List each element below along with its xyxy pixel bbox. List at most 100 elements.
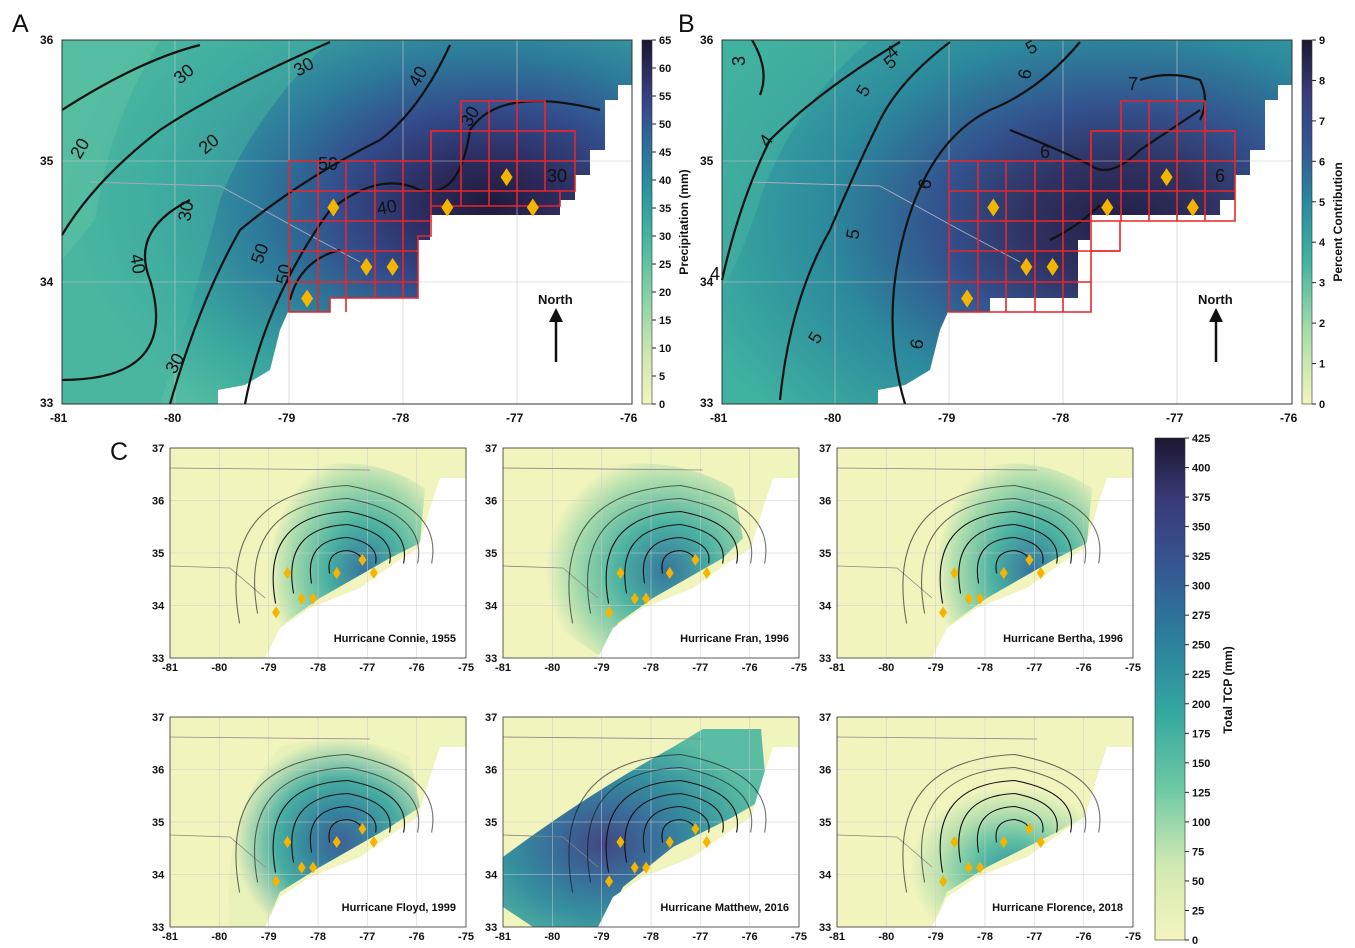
y-tick: 33 bbox=[485, 922, 497, 934]
station-marker bbox=[500, 168, 513, 187]
x-tick: -77 bbox=[1026, 662, 1042, 674]
station-marker bbox=[358, 553, 367, 566]
colorbar-tick-label: 3 bbox=[1319, 278, 1325, 290]
colorbar-tick-label: 50 bbox=[1192, 876, 1204, 888]
station-marker bbox=[939, 875, 948, 888]
x-tick: -78 bbox=[643, 931, 659, 943]
y-tick: 34 bbox=[485, 601, 498, 613]
x-tick: -77 bbox=[359, 662, 375, 674]
hurricane-title: Hurricane Floyd, 1999 bbox=[342, 902, 456, 914]
colorbar-tick-label: 100 bbox=[1192, 817, 1210, 829]
y-tick: 35 bbox=[485, 817, 497, 829]
svg-text:-78: -78 bbox=[392, 411, 410, 425]
x-tick: -78 bbox=[310, 662, 326, 674]
svg-text:North: North bbox=[538, 292, 573, 307]
y-tick: 36 bbox=[485, 765, 497, 777]
svg-text:30: 30 bbox=[547, 166, 567, 186]
svg-text:33: 33 bbox=[40, 396, 54, 410]
x-tick: -75 bbox=[458, 662, 474, 674]
y-tick: 37 bbox=[485, 712, 497, 724]
station-marker bbox=[702, 835, 711, 848]
svg-text:-76: -76 bbox=[1280, 411, 1298, 425]
colorbar-tick-label: 425 bbox=[1192, 433, 1210, 445]
station-marker bbox=[386, 257, 399, 276]
x-tick: -76 bbox=[1076, 931, 1092, 943]
station-marker bbox=[605, 875, 614, 888]
station-marker bbox=[283, 566, 292, 579]
panel-a-map: 20 30 20 30 30 40 40 50 50 30 40 50 30 3… bbox=[40, 33, 638, 425]
colorbar-tick-label: 8 bbox=[1319, 75, 1325, 87]
station-marker bbox=[642, 592, 651, 605]
svg-text:North: North bbox=[1198, 292, 1233, 307]
hurricane-map: Hurricane Florence, 2018 -81 -80 -79 -78 -77 -… bbox=[819, 712, 1141, 943]
hurricane-map: Hurricane Connie, 1955 -81 -80 -79 -78 -77 -76… bbox=[152, 443, 474, 674]
x-tick: -78 bbox=[310, 931, 326, 943]
x-tick: -75 bbox=[1125, 931, 1141, 943]
y-tick: 37 bbox=[152, 443, 164, 455]
colorbar-tick-label: 5 bbox=[659, 371, 665, 383]
svg-text:-78: -78 bbox=[1052, 411, 1070, 425]
x-tick: -80 bbox=[878, 662, 894, 674]
colorbar-tick-label: 350 bbox=[1192, 522, 1210, 534]
x-tick: -81 bbox=[495, 931, 511, 943]
station-marker bbox=[702, 566, 711, 579]
svg-text:6: 6 bbox=[906, 337, 927, 350]
svg-text:35: 35 bbox=[700, 154, 714, 168]
svg-text:3: 3 bbox=[729, 56, 749, 66]
colorbar-tick-label: 7 bbox=[1319, 116, 1325, 128]
x-tick: -81 bbox=[829, 931, 845, 943]
panel-b-y-ticks: 36 35 34 33 bbox=[700, 33, 714, 410]
x-tick: -75 bbox=[791, 931, 807, 943]
x-tick: -76 bbox=[409, 931, 425, 943]
panel-a-grid-boxes bbox=[288, 100, 576, 313]
colorbar-tick-label: 5 bbox=[1319, 197, 1325, 209]
panel-a-y-ticks: 36 35 34 33 bbox=[40, 33, 54, 410]
station-marker bbox=[441, 198, 454, 217]
colorbar-tick-label: 40 bbox=[659, 175, 671, 187]
y-tick: 36 bbox=[152, 496, 164, 508]
station-marker bbox=[665, 835, 674, 848]
station-marker bbox=[1036, 566, 1045, 579]
y-tick: 37 bbox=[485, 443, 497, 455]
svg-text:34: 34 bbox=[700, 275, 714, 289]
svg-text:Percent Contribution: Percent Contribution bbox=[1331, 162, 1345, 281]
hurricane-map: Hurricane Bertha, 1996 -81 -80 -79 -78 -77 -76… bbox=[819, 443, 1141, 674]
colorbar-b: 0 1 2 3 4 5 6 7 8 9 Percent Contribution bbox=[1301, 35, 1345, 411]
svg-text:Total TCP (mm): Total TCP (mm) bbox=[1221, 646, 1235, 734]
station-marker bbox=[987, 198, 1000, 217]
x-tick: -81 bbox=[495, 662, 511, 674]
station-marker bbox=[1186, 198, 1199, 217]
x-tick: -75 bbox=[458, 931, 474, 943]
station-marker bbox=[360, 257, 373, 276]
x-tick: -77 bbox=[359, 931, 375, 943]
colorbar-tick-label: 0 bbox=[1319, 399, 1325, 411]
svg-text:5: 5 bbox=[842, 227, 863, 240]
panel-label-a: A bbox=[12, 10, 29, 38]
x-tick: -77 bbox=[692, 931, 708, 943]
station-marker bbox=[976, 861, 985, 874]
station-marker bbox=[961, 289, 974, 308]
hurricane-map: Hurricane Matthew, 2016 -81 -80 -79 -78 -77 -7… bbox=[485, 712, 807, 943]
station-marker bbox=[691, 822, 700, 835]
hurricane-title: Hurricane Connie, 1955 bbox=[334, 633, 456, 645]
colorbar-tick-label: 50 bbox=[659, 119, 671, 131]
svg-text:-79: -79 bbox=[938, 411, 956, 425]
panel-b-ocean bbox=[878, 40, 1292, 404]
y-tick: 33 bbox=[152, 922, 164, 934]
station-marker bbox=[1025, 822, 1034, 835]
panel-b-map: 3 4 5 4 5 5 6 6 7 6 6 5 4 5 6 North bbox=[700, 33, 1298, 425]
y-tick: 34 bbox=[152, 601, 165, 613]
y-tick: 35 bbox=[152, 817, 164, 829]
colorbar-tick-label: 25 bbox=[1192, 905, 1204, 917]
svg-text:6: 6 bbox=[1040, 142, 1050, 162]
station-marker bbox=[950, 566, 959, 579]
colorbar-tick-label: 4 bbox=[1319, 237, 1326, 249]
colorbar-tick-label: 45 bbox=[659, 147, 671, 159]
x-tick: -78 bbox=[977, 662, 993, 674]
hurricane-map: Hurricane Floyd, 1999 -81 -80 -79 -78 -77 -76 -… bbox=[152, 712, 474, 943]
svg-text:40: 40 bbox=[126, 252, 149, 275]
north-arrow-b: North bbox=[1198, 292, 1233, 362]
station-marker bbox=[999, 566, 1008, 579]
colorbar-tick-label: 0 bbox=[659, 399, 665, 411]
svg-text:-81: -81 bbox=[50, 411, 68, 425]
